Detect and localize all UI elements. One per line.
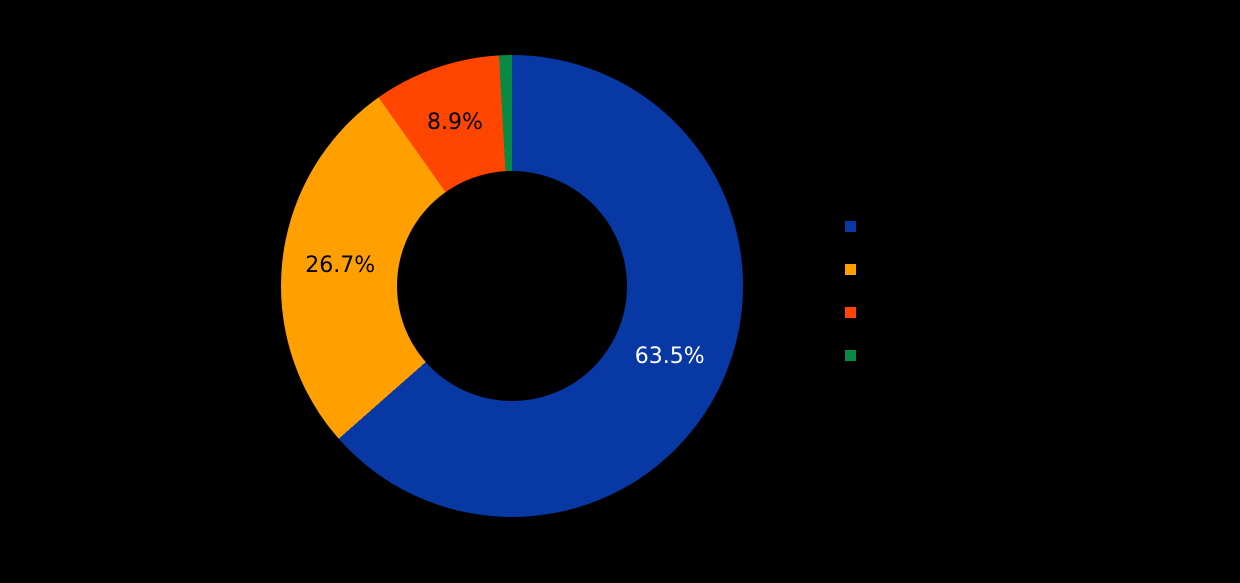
chart-legend bbox=[845, 221, 856, 361]
donut-hole bbox=[397, 171, 627, 401]
legend-swatch bbox=[845, 221, 856, 232]
legend-swatch bbox=[845, 264, 856, 275]
legend-swatch bbox=[845, 350, 856, 361]
legend-swatch bbox=[845, 307, 856, 318]
